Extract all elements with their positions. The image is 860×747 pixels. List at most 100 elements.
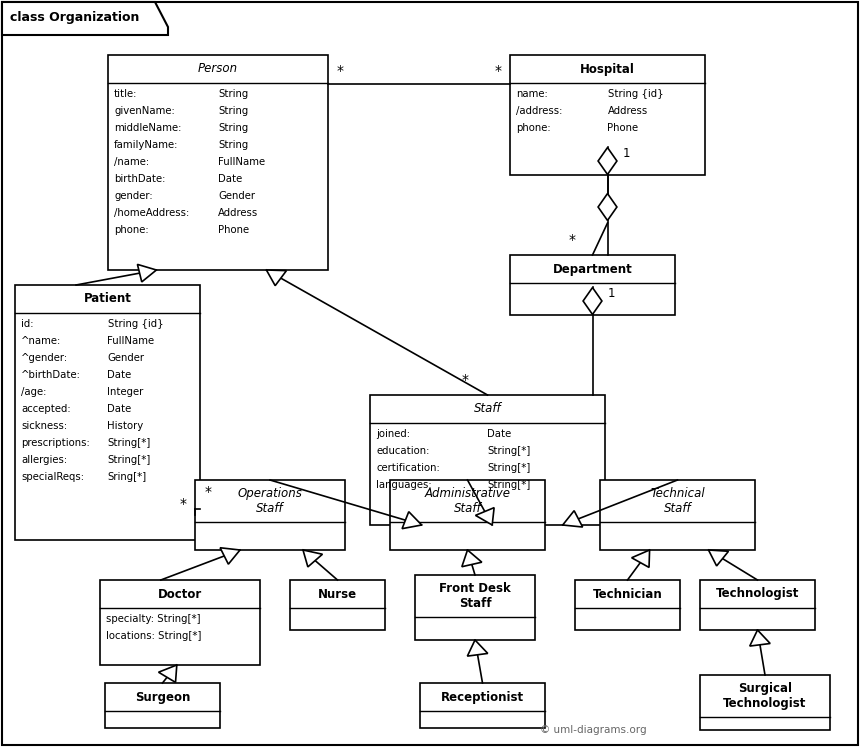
Text: String {id}: String {id} [108,319,163,329]
Polygon shape [631,550,649,568]
Polygon shape [583,288,602,314]
Text: Surgeon: Surgeon [135,690,190,704]
Text: education:: education: [376,446,429,456]
Text: allergies:: allergies: [21,455,67,465]
Text: id:: id: [21,319,34,329]
Text: Administrative
Staff: Administrative Staff [425,487,511,515]
Bar [510,55,705,175]
Polygon shape [709,550,728,566]
Text: Operations
Staff: Operations Staff [237,487,303,515]
Text: ^name:: ^name: [21,336,61,346]
Text: 1: 1 [623,147,630,160]
Text: Nurse: Nurse [318,587,357,601]
Text: String: String [218,140,249,150]
Text: gender:: gender: [114,191,152,201]
Text: Address: Address [607,106,648,116]
Bar [15,285,200,540]
Polygon shape [402,512,421,529]
Text: joined:: joined: [376,429,410,439]
Text: sickness:: sickness: [21,421,67,431]
Text: FullName: FullName [108,336,155,346]
Text: languages:: languages: [376,480,432,490]
Text: birthDate:: birthDate: [114,174,165,184]
Text: certification:: certification: [376,463,439,473]
Text: Receptionist: Receptionist [441,690,524,704]
Text: String {id}: String {id} [607,89,663,99]
Polygon shape [462,550,482,567]
Text: Date: Date [108,404,132,414]
Text: String: String [218,89,249,99]
Polygon shape [750,630,771,646]
Text: phone:: phone: [516,123,550,133]
Bar [600,480,755,550]
Text: middleName:: middleName: [114,123,181,133]
Text: Address: Address [218,208,258,218]
Bar [420,683,545,728]
Bar [100,580,260,665]
Text: /homeAddress:: /homeAddress: [114,208,189,218]
Text: /name:: /name: [114,157,149,167]
Text: String: String [218,106,249,116]
Polygon shape [467,640,488,656]
Polygon shape [303,550,322,567]
Bar [390,480,545,550]
Bar [108,55,328,270]
Bar [415,575,535,640]
Text: String[*]: String[*] [488,480,531,490]
Bar [575,580,680,630]
Text: Sring[*]: Sring[*] [108,472,147,482]
Text: Department: Department [553,262,632,276]
Text: familyName:: familyName: [114,140,178,150]
Text: /address:: /address: [516,106,562,116]
Text: Hospital: Hospital [580,63,635,75]
Text: String[*]: String[*] [488,463,531,473]
Polygon shape [598,193,617,220]
Bar [700,580,815,630]
Text: 1: 1 [608,287,616,300]
Polygon shape [267,270,286,285]
Text: /age:: /age: [21,387,46,397]
Text: locations: String[*]: locations: String[*] [106,631,201,641]
Text: Technical
Staff: Technical Staff [650,487,705,515]
Text: Gender: Gender [218,191,255,201]
Text: String[*]: String[*] [488,446,531,456]
Text: Patient: Patient [83,293,132,306]
Text: Phone: Phone [607,123,639,133]
Text: givenName:: givenName: [114,106,175,116]
Polygon shape [476,508,494,525]
Polygon shape [562,511,582,527]
Text: class Organization: class Organization [10,11,139,25]
Text: *: * [568,233,575,247]
Text: Front Desk
Staff: Front Desk Staff [439,582,511,610]
Polygon shape [220,548,240,564]
Text: *: * [180,497,187,510]
Text: Phone: Phone [218,225,249,235]
Bar [195,480,345,550]
Text: prescriptions:: prescriptions: [21,438,89,448]
Text: Technician: Technician [593,587,662,601]
Polygon shape [138,264,157,282]
Text: *: * [462,373,469,387]
Text: FullName: FullName [218,157,265,167]
Text: ^gender:: ^gender: [21,353,68,363]
Text: History: History [108,421,144,431]
Bar [290,580,385,630]
Text: specialReqs:: specialReqs: [21,472,84,482]
Text: accepted:: accepted: [21,404,71,414]
Bar [510,255,675,315]
Text: *: * [336,64,344,78]
Text: name:: name: [516,89,548,99]
Text: © uml-diagrams.org: © uml-diagrams.org [540,725,647,735]
Text: Person: Person [198,63,238,75]
Text: Doctor: Doctor [158,587,202,601]
Text: Surgical
Technologist: Surgical Technologist [723,682,807,710]
Bar [700,675,830,730]
Bar [105,683,220,728]
Text: ^birthDate:: ^birthDate: [21,370,81,380]
Bar [370,395,605,525]
Text: String[*]: String[*] [108,455,150,465]
Polygon shape [598,148,617,175]
Text: Date: Date [488,429,512,439]
Text: String[*]: String[*] [108,438,150,448]
Text: Technologist: Technologist [716,587,799,601]
